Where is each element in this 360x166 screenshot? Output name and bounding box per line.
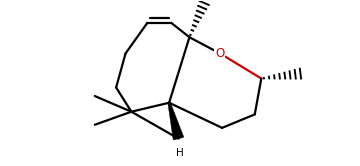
Text: H: H bbox=[176, 148, 184, 158]
Polygon shape bbox=[168, 102, 184, 140]
Text: O: O bbox=[215, 47, 225, 60]
